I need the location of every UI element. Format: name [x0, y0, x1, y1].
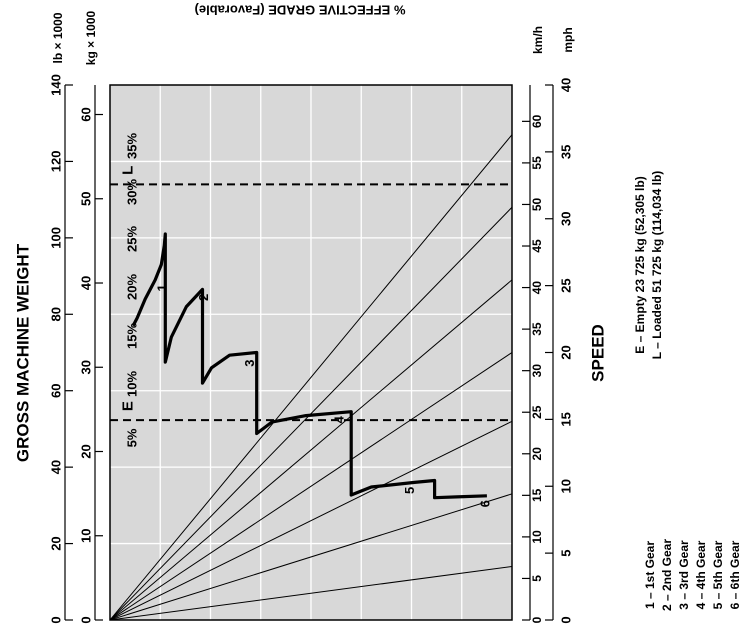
mph-tick-label: 25: [559, 278, 574, 292]
kmh-tick-label: 50: [530, 197, 544, 211]
kg-unit-label: kg × 1000: [84, 10, 98, 65]
weight-legend-item: L – Loaded 51 725 kg (114,034 lb): [650, 171, 664, 360]
kg-tick-label: 60: [79, 107, 94, 121]
lb-tick-label: 60: [49, 383, 64, 397]
gear-label: 4: [332, 415, 347, 423]
kmh-tick-label: 5: [530, 575, 544, 582]
gear-legend-item: 2 – 2nd Gear: [660, 539, 674, 611]
lb-tick-label: 120: [49, 151, 64, 173]
kg-tick-label: 20: [79, 444, 94, 458]
gear-label: 1: [155, 284, 170, 291]
grade-line: [110, 134, 512, 620]
grade-label: 10%: [125, 371, 140, 397]
lb-tick-label: 140: [49, 74, 64, 96]
kmh-tick-label: 0: [530, 616, 544, 623]
mph-tick-label: 40: [559, 78, 574, 92]
lb-tick-label: 40: [49, 460, 64, 474]
grade-label: 25%: [125, 226, 140, 252]
gear-label: 2: [196, 294, 211, 301]
mph-tick-label: 20: [559, 345, 574, 359]
grade-line: [110, 352, 512, 620]
reference-line-label: E: [120, 401, 137, 411]
rimpull-curve: [131, 232, 487, 500]
kmh-tick-label: 30: [530, 364, 544, 378]
gear-label: 3: [242, 360, 257, 367]
mph-tick-label: 30: [559, 212, 574, 226]
grade-axis-title: % EFFECTIVE GRADE (Favorable): [195, 3, 406, 18]
lb-tick-label: 0: [49, 616, 64, 623]
mph-unit-label: mph: [561, 27, 575, 52]
grade-label: 15%: [125, 323, 140, 349]
kmh-unit-label: km/h: [531, 26, 545, 54]
kmh-tick-label: 35: [530, 322, 544, 336]
mph-tick-label: 35: [559, 145, 574, 159]
reference-line-label: L: [120, 166, 137, 175]
kg-tick-label: 40: [79, 276, 94, 290]
kmh-tick-label: 40: [530, 281, 544, 295]
mph-tick-label: 0: [559, 616, 574, 623]
grade-label: 20%: [125, 274, 140, 300]
grade-line: [110, 420, 512, 620]
weight-axis-title: GROSS MACHINE WEIGHT: [14, 243, 33, 462]
kmh-tick-label: 15: [530, 488, 544, 502]
speed-axis-title: SPEED: [589, 324, 608, 382]
kmh-tick-label: 20: [530, 447, 544, 461]
kg-tick-label: 10: [79, 529, 94, 543]
grade-label: 35%: [125, 133, 140, 159]
mph-tick-label: 10: [559, 479, 574, 493]
gear-legend-item: 6 – 6th Gear: [728, 540, 742, 609]
kg-tick-label: 30: [79, 360, 94, 374]
weight-legend-item: E – Empty 23 725 kg (52,305 lb): [633, 176, 647, 353]
grade-label: 5%: [125, 428, 140, 447]
grade-line: [110, 279, 512, 620]
gear-legend-item: 3 – 3rd Gear: [677, 540, 691, 610]
lb-tick-label: 20: [49, 536, 64, 550]
mph-tick-label: 5: [559, 550, 574, 557]
grade-line: [110, 566, 512, 620]
gear-label: 6: [477, 500, 492, 507]
kmh-tick-label: 10: [530, 530, 544, 544]
grade-label: 30%: [125, 179, 140, 205]
grade-line: [110, 493, 512, 620]
kmh-tick-label: 45: [530, 239, 544, 253]
gear-label: 5: [402, 487, 417, 494]
kg-tick-label: 50: [79, 192, 94, 206]
kmh-tick-label: 60: [530, 114, 544, 128]
lb-unit-label: lb × 1000: [51, 12, 65, 63]
lb-tick-label: 100: [49, 227, 64, 249]
plot-border: [109, 84, 513, 621]
mph-tick-label: 15: [559, 412, 574, 426]
kmh-tick-label: 25: [530, 405, 544, 419]
gear-legend-item: 5 – 5th Gear: [711, 540, 725, 609]
gear-legend-item: 1 – 1st Gear: [643, 541, 657, 609]
plot-area: [110, 85, 512, 620]
kg-tick-label: 0: [79, 616, 94, 623]
kmh-tick-label: 55: [530, 156, 544, 170]
gear-legend-item: 4 – 4th Gear: [694, 540, 708, 609]
lb-tick-label: 80: [49, 307, 64, 321]
